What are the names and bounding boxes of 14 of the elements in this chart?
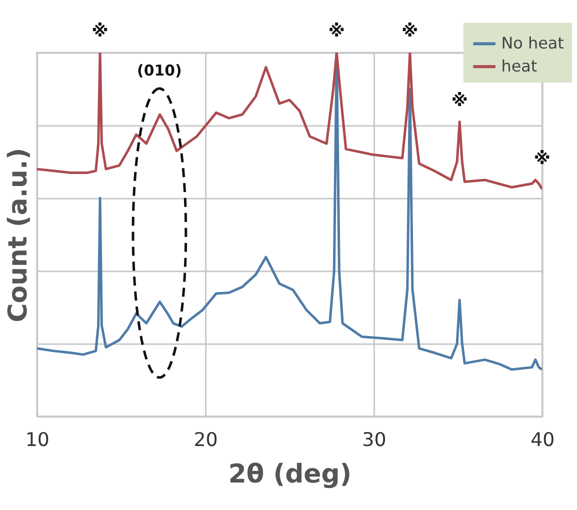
y-axis-title: Count (a.u.) — [3, 148, 34, 322]
x-axis-title: 2θ (deg) — [228, 460, 352, 490]
annotation: (010) — [137, 62, 182, 80]
x-tick-label: 40 — [530, 428, 555, 451]
legend-label: No heat — [501, 34, 564, 53]
legend-label: heat — [501, 56, 538, 76]
annotation: ※ — [92, 20, 108, 41]
annotation: ※ — [328, 20, 345, 41]
x-tick-label: 20 — [194, 428, 218, 451]
annotation: ※ — [451, 90, 468, 110]
x-tick-label: 30 — [362, 428, 386, 451]
annotation: ※ — [534, 148, 550, 168]
x-tick-label: 10 — [25, 428, 50, 451]
annotation: ※ — [402, 20, 418, 41]
